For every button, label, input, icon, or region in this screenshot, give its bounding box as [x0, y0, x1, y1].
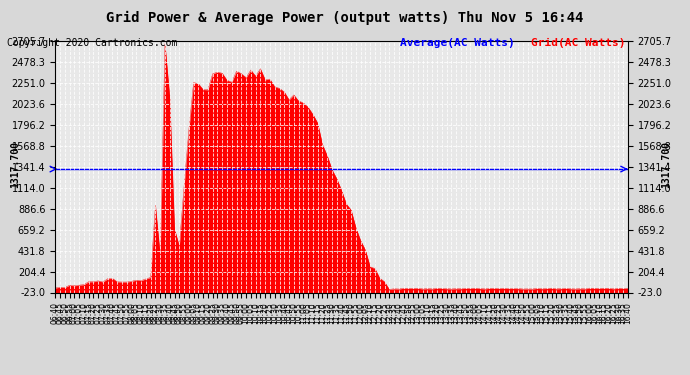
Text: Average(AC Watts): Average(AC Watts) [400, 38, 515, 48]
Text: 1317.700: 1317.700 [10, 141, 20, 189]
Text: Copyright 2020 Cartronics.com: Copyright 2020 Cartronics.com [7, 38, 177, 48]
Text: 1317.700: 1317.700 [661, 141, 671, 189]
Text: Grid(AC Watts): Grid(AC Watts) [531, 38, 626, 48]
Text: Grid Power & Average Power (output watts) Thu Nov 5 16:44: Grid Power & Average Power (output watts… [106, 11, 584, 26]
